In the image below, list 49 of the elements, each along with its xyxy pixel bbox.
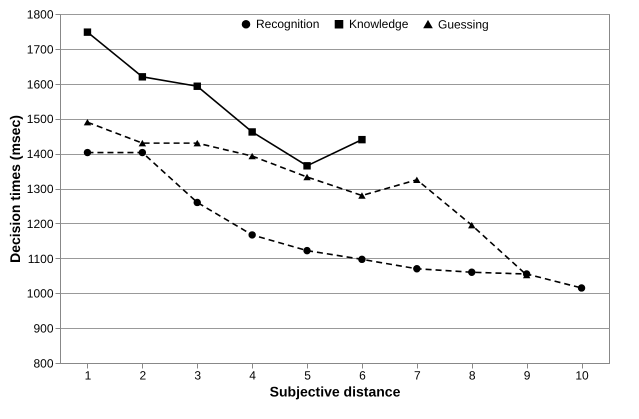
x-tick-label: 8 <box>468 368 476 382</box>
x-tick-label: 5 <box>304 368 312 382</box>
point <box>303 162 311 170</box>
point <box>468 268 476 276</box>
point <box>358 136 366 144</box>
x-tick-label: 9 <box>524 368 531 382</box>
y-tick-label: 1500 <box>26 112 54 126</box>
x-tick-label: 3 <box>194 368 202 382</box>
x-tick-label: 7 <box>414 368 422 382</box>
point <box>358 192 366 199</box>
point <box>248 231 256 239</box>
x-tick-label: 2 <box>140 368 147 382</box>
y-tick-label: 1600 <box>26 77 54 92</box>
y-tick-label: 1200 <box>26 216 54 231</box>
y-axis-title: Decision times (msec) <box>6 115 23 263</box>
x-tick-label: 4 <box>249 368 256 382</box>
point <box>303 174 311 180</box>
y-tick-label: 800 <box>33 356 54 370</box>
point <box>413 265 421 272</box>
x-tick-label: 1 <box>84 368 92 382</box>
point <box>413 176 421 183</box>
point <box>303 246 311 254</box>
point <box>194 140 201 146</box>
y-tick-label: 1400 <box>26 147 54 162</box>
legend-label: Guessing <box>438 17 489 32</box>
point <box>138 148 146 156</box>
y-tick-label: 1800 <box>26 8 54 22</box>
legend-label: Recognition <box>256 17 320 32</box>
point <box>84 28 92 36</box>
x-axis-title: Subjective distance <box>270 384 401 400</box>
point <box>138 73 146 81</box>
y-tick-label: 900 <box>33 322 54 336</box>
point <box>84 148 92 156</box>
point <box>84 118 92 126</box>
point <box>194 198 201 206</box>
point <box>248 128 256 136</box>
point <box>248 152 256 160</box>
y-tick-label: 1700 <box>26 42 54 56</box>
point <box>138 140 146 146</box>
point <box>578 284 586 292</box>
y-tick-label: 1000 <box>26 286 54 301</box>
point <box>194 82 201 90</box>
x-tick-label: 6 <box>359 368 366 382</box>
y-tick-label: 1300 <box>26 182 54 196</box>
y-tick-label: 1100 <box>28 252 54 266</box>
x-tick-label: 10 <box>575 368 590 382</box>
point <box>358 256 366 264</box>
point <box>468 222 476 228</box>
legend-label: Knowledge <box>349 17 409 32</box>
